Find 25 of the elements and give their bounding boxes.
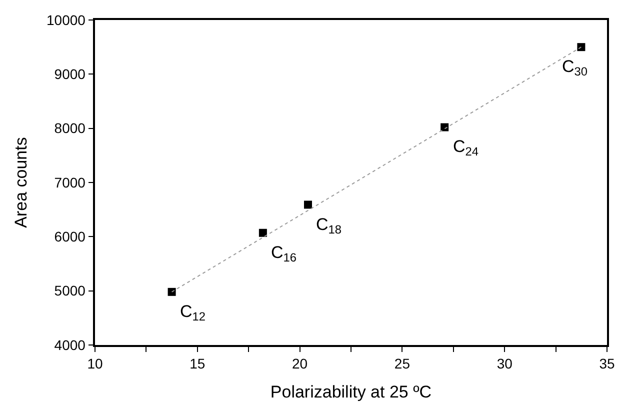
y-tick-label: 6000 [54, 228, 86, 245]
annotation: C$_{12}$ [180, 302, 206, 324]
x-tick-label: 25 [394, 356, 410, 372]
x-tick-label: 30 [496, 356, 513, 372]
annotation: C$_{24}$ [453, 137, 479, 159]
y-axis-title: Area counts [12, 137, 31, 228]
x-tick-label: 20 [292, 356, 308, 372]
point [304, 200, 312, 209]
y-tick-label: 10000 [46, 12, 86, 28]
point [577, 43, 586, 52]
annotation: C$_{16}$ [271, 243, 297, 265]
point [168, 288, 176, 296]
annotation: C$_{18}$ [316, 215, 342, 237]
y-tick-label: 8000 [54, 120, 86, 136]
y-tick-label: 5000 [54, 282, 86, 299]
x-axis-title: Polarizability at 25 ºC [270, 382, 432, 402]
x-tick-label: 15 [190, 356, 206, 372]
y-tick-label: 9000 [54, 66, 86, 82]
point [440, 123, 449, 132]
y-tick-label: 4000 [54, 336, 86, 353]
x-tick-label: 10 [87, 356, 103, 372]
x-tick-label: 35 [599, 356, 615, 372]
point [258, 228, 267, 237]
annotation: C$_{30}$ [562, 57, 588, 79]
y-tick-label: 7000 [54, 174, 86, 190]
